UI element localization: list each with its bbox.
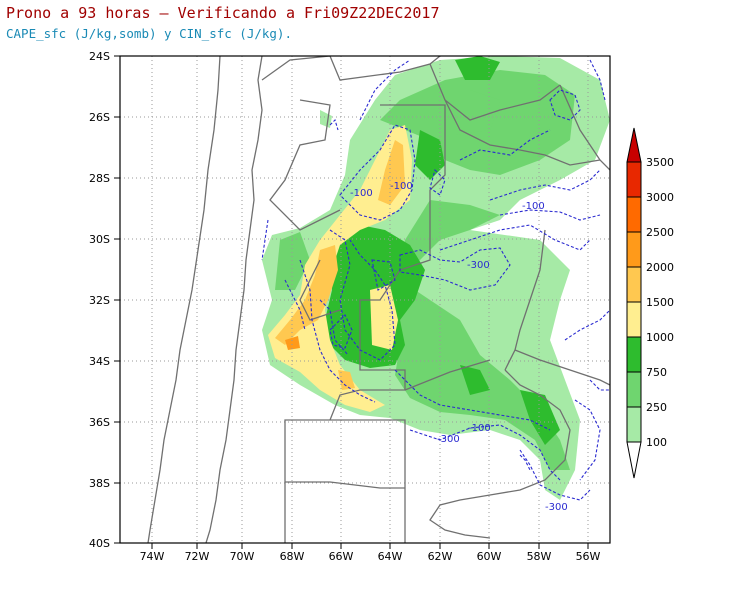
- uruguay-river: [504, 229, 546, 371]
- cin-label: -300: [545, 502, 568, 513]
- colorbar-label: 750: [646, 366, 667, 379]
- lon-tick-label: 64W: [378, 550, 403, 563]
- cin-label: -300: [467, 260, 490, 271]
- brazil-border: [559, 84, 610, 171]
- bolivia-border: [261, 56, 441, 81]
- colorbar-label: 100: [646, 436, 667, 449]
- province-borders-south: [285, 481, 405, 489]
- colorbar-swatch: [626, 161, 642, 198]
- lon-tick-label: 74W: [140, 550, 165, 563]
- colorbar-label: 250: [646, 401, 667, 414]
- lon-tick-label: 72W: [185, 550, 210, 563]
- colorbar-bottom-cap: [626, 441, 642, 479]
- pacific-coastline: [147, 56, 221, 543]
- graticule: [120, 56, 610, 543]
- colorbar-label: 3500: [646, 156, 674, 169]
- cin-label: -100: [350, 188, 373, 199]
- colorbar-top-cap: [626, 127, 642, 163]
- colorbar-label: 2000: [646, 261, 674, 274]
- cape-area-yellow: [268, 125, 412, 412]
- lat-tick-label: 38S: [89, 477, 110, 490]
- cin-contour: [359, 59, 411, 121]
- paraguay-border: [429, 63, 561, 121]
- atlantic-coastline: [429, 369, 571, 539]
- colorbar-swatch: [626, 196, 642, 233]
- colorbar-swatch: [626, 266, 642, 303]
- lat-tick-label: 26S: [89, 111, 110, 124]
- lat-axis: 24S 26S 28S 30S 32S 34S 36S 38S 40S: [89, 50, 120, 550]
- colorbar-swatch: [626, 231, 642, 268]
- lon-tick-label: 66W: [329, 550, 354, 563]
- cape-area-orange: [378, 140, 405, 205]
- lat-tick-label: 24S: [89, 50, 110, 63]
- uruguay-coast: [514, 349, 610, 386]
- lon-tick-label: 60W: [477, 550, 502, 563]
- lat-tick-label: 40S: [89, 537, 110, 550]
- country-borders: [147, 56, 610, 543]
- colorbar-label: 2500: [646, 226, 674, 239]
- colorbar-label: 1000: [646, 331, 674, 344]
- parana-river: [444, 99, 601, 166]
- colorbar-swatch: [626, 406, 642, 443]
- lat-tick-label: 34S: [89, 355, 110, 368]
- cin-label: -100: [390, 181, 413, 192]
- lon-axis: 74W 72W 70W 68W 66W 64W 62W 60W 58W 56W: [140, 543, 601, 563]
- lon-tick-label: 70W: [230, 550, 255, 563]
- colorbar-swatch: [626, 336, 642, 373]
- colorbar: 3500 3000 2500 2000 1500 1000 750 250 10…: [626, 127, 674, 479]
- cin-label: -300: [437, 434, 460, 445]
- map-subtitle: CAPE_sfc (J/kg,somb) y CIN_sfc (J/kg).: [6, 26, 292, 41]
- lat-tick-label: 36S: [89, 416, 110, 429]
- cin-labels: -100 -100 -300 -100 -300 -100 -300: [350, 181, 568, 513]
- colorbar-label: 1500: [646, 296, 674, 309]
- map-title: Prono a 93 horas – Verificando a Fri09Z2…: [6, 4, 440, 22]
- lat-tick-label: 30S: [89, 233, 110, 246]
- cin-contours: [261, 59, 610, 501]
- colorbar-swatch: [626, 371, 642, 408]
- lat-tick-label: 28S: [89, 172, 110, 185]
- lon-tick-label: 58W: [527, 550, 552, 563]
- andes-border: [205, 56, 263, 543]
- lon-tick-label: 68W: [280, 550, 305, 563]
- lat-tick-label: 32S: [89, 294, 110, 307]
- colorbar-label: 3000: [646, 191, 674, 204]
- cin-label: -100: [522, 201, 545, 212]
- colorbar-swatch: [626, 301, 642, 338]
- province-borders: [269, 99, 491, 543]
- cin-label: -100: [468, 423, 491, 434]
- lon-tick-label: 56W: [576, 550, 601, 563]
- lon-tick-label: 62W: [428, 550, 453, 563]
